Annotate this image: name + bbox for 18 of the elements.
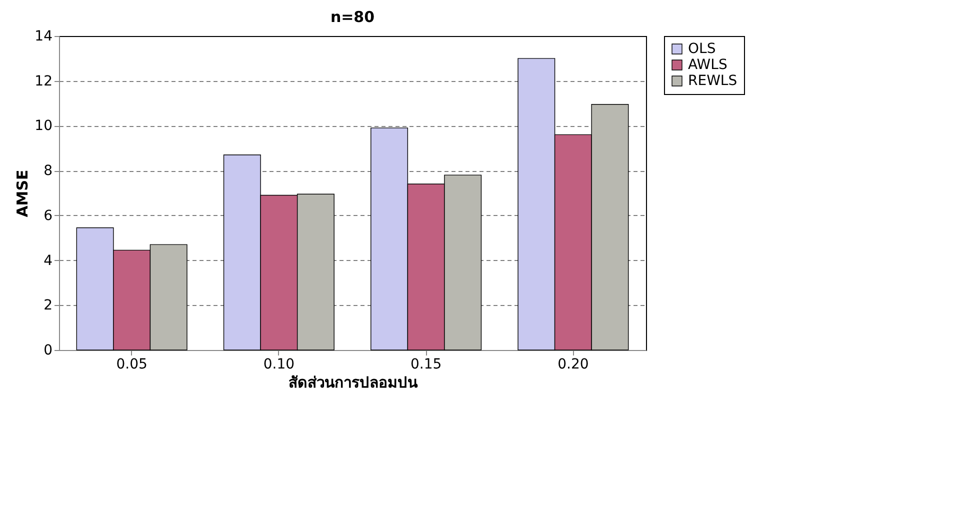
y-tick-label: 14	[34, 28, 53, 44]
y-tick-label: 6	[44, 208, 53, 224]
x-tick-label: 0.20	[558, 356, 589, 372]
y-tick-label: 4	[44, 252, 53, 269]
legend-label: OLS	[688, 41, 716, 57]
y-tick-label: 10	[34, 118, 52, 134]
legend-label: REWLS	[688, 73, 738, 89]
x-tick-label: 0.10	[263, 356, 295, 372]
y-tick-label: 12	[34, 73, 52, 90]
y-tick-label: 0	[44, 342, 52, 358]
chart-title: n=80	[330, 8, 375, 26]
x-axis-title: สัดส่วนการปลอมปน	[288, 374, 418, 392]
legend-label: AWLS	[688, 57, 728, 73]
y-tick-label: 8	[44, 163, 52, 180]
x-tick-label: 0.05	[116, 356, 148, 372]
x-tick-label: 0.15	[410, 356, 442, 372]
y-axis-title: AMSE	[14, 170, 32, 218]
y-tick-label: 2	[44, 298, 52, 314]
